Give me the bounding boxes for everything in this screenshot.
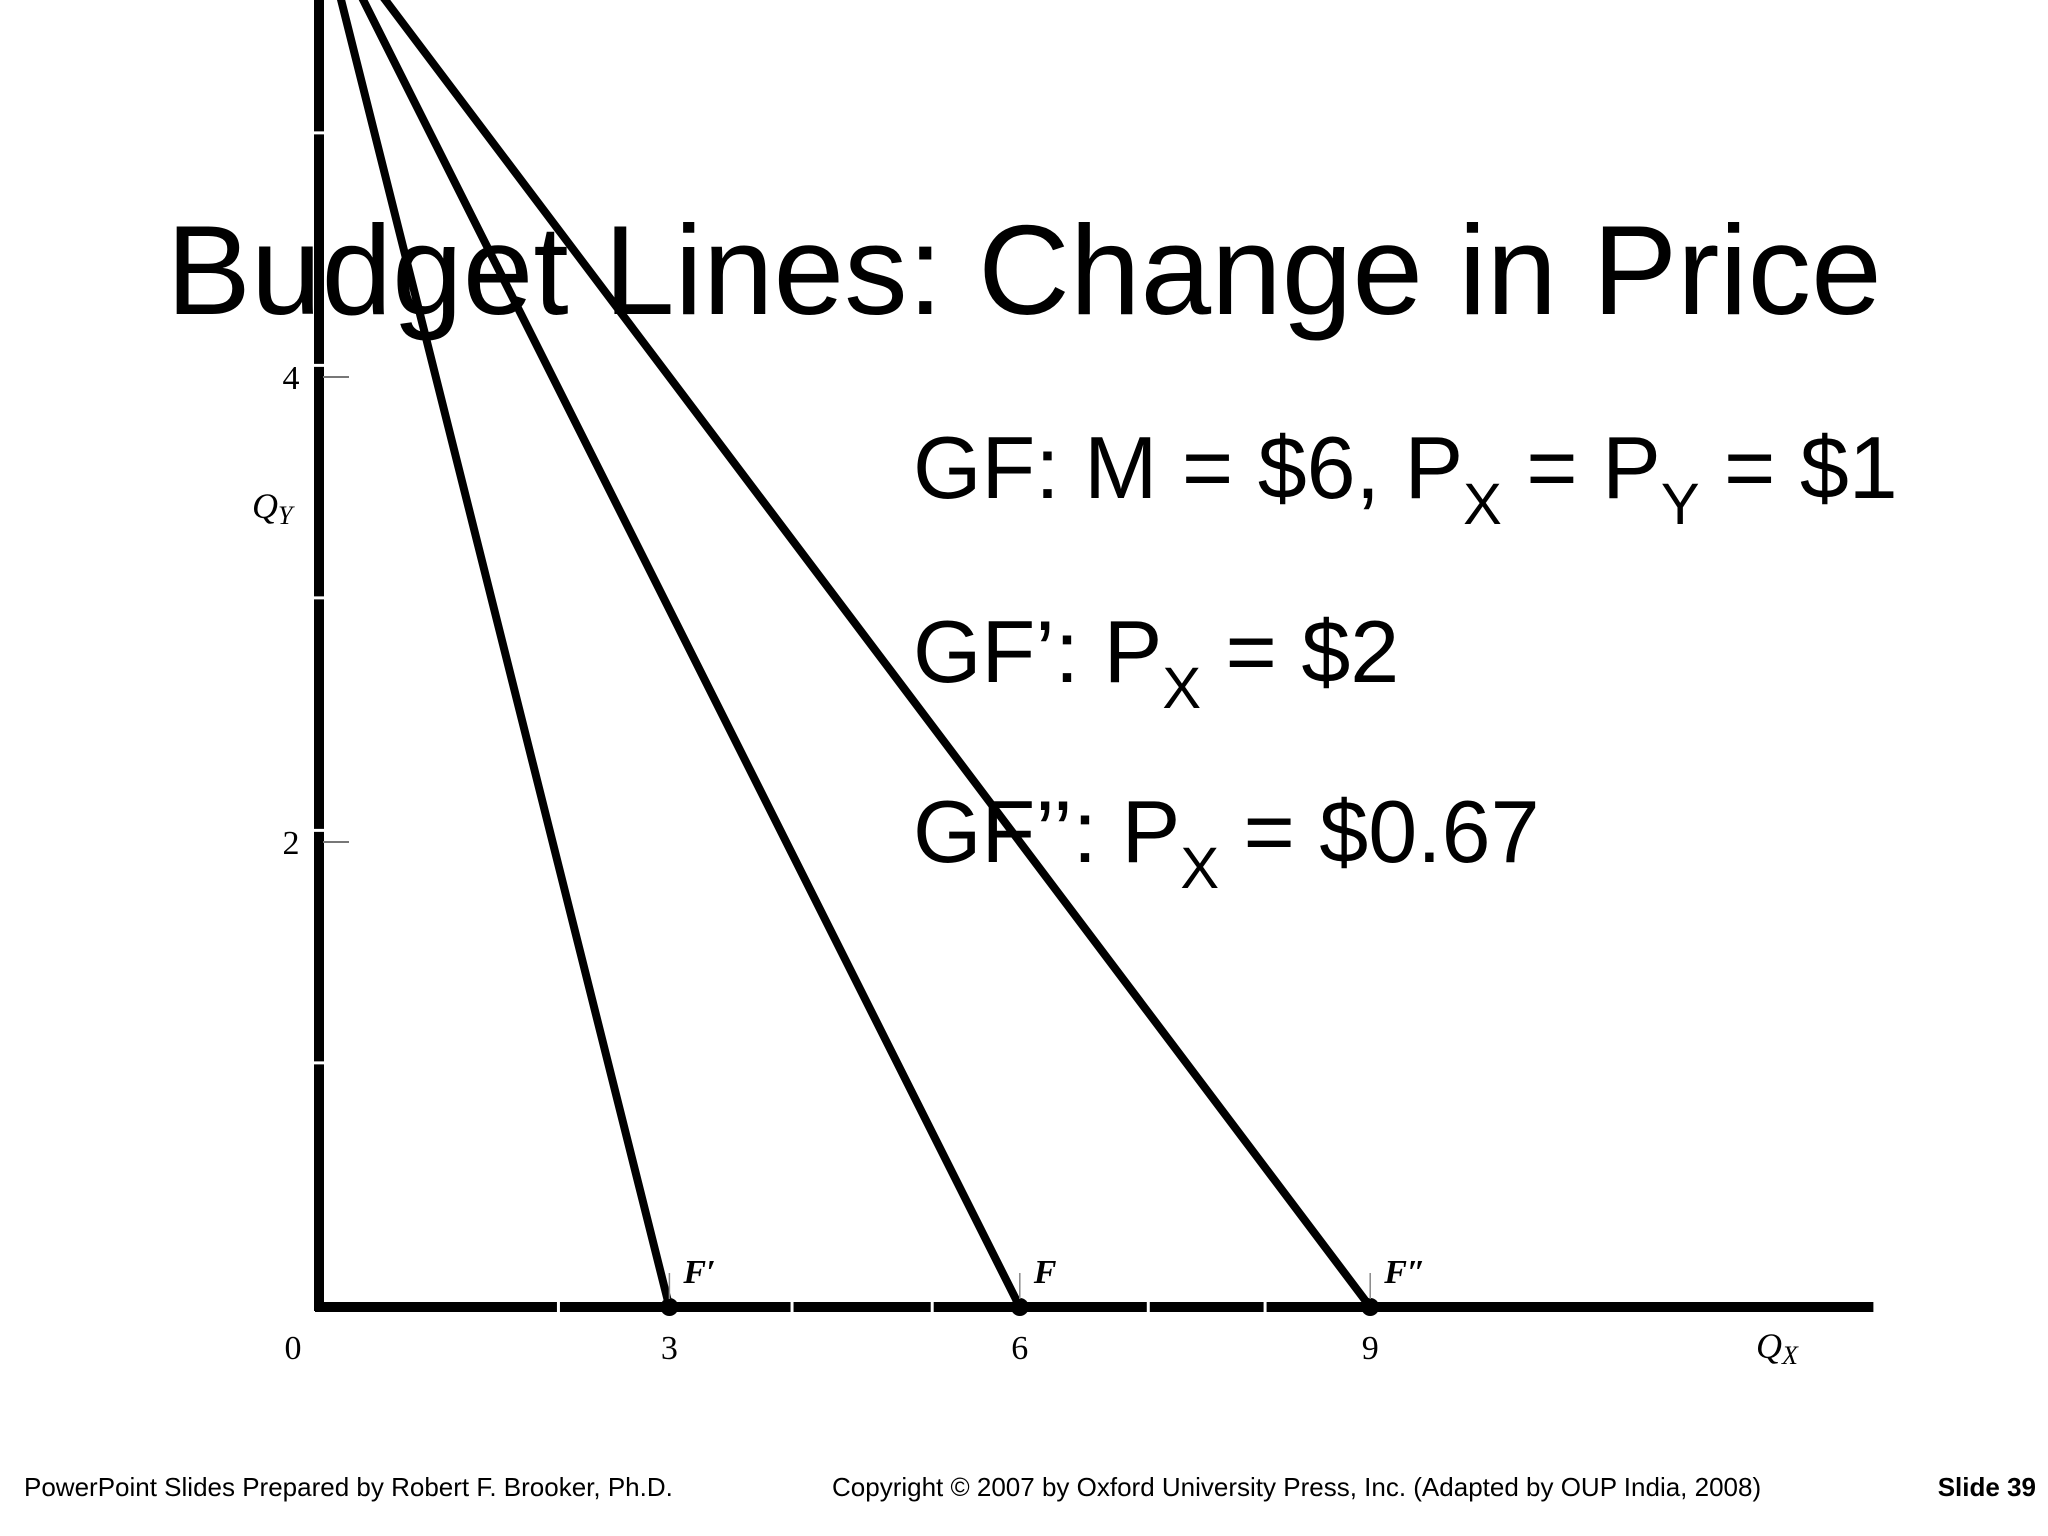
endpoint-marker [660,1298,679,1316]
y-tick-label: 2 [283,825,300,862]
equation-gf-prime: GF’: PX = $2 [913,602,1400,722]
x-tick-label: 3 [661,1330,678,1367]
y-axis-label: QY [252,486,295,530]
budget-line-1 [336,0,674,1311]
y-tick-label: 4 [283,360,300,397]
endpoint-label: F [1033,1254,1057,1291]
equation-gf: GF: M = $6, PX = PY = $1 [913,418,1898,538]
footer-copyright: Copyright © 2007 by Oxford University Pr… [832,1472,1762,1502]
x-axis-label: QX [1756,1326,1799,1370]
endpoint-label: F″ [1383,1254,1425,1291]
x-tick-label: 6 [1011,1330,1028,1367]
endpoint-marker [1010,1298,1029,1316]
footer-author: PowerPoint Slides Prepared by Robert F. … [24,1472,673,1502]
endpoint-marker [1361,1298,1380,1316]
origin-label: 0 [285,1330,302,1367]
x-tick-label: 9 [1362,1330,1379,1367]
endpoint-label: F′ [682,1254,715,1291]
budget-line-3 [380,0,1375,1311]
slide-title: Budget Lines: Change in Price [166,199,1882,341]
budget-line-2 [358,0,1024,1311]
equation-gf-double-prime: GF’’: PX = $0.67 [913,782,1540,902]
footer-slide-number: Slide 39 [1937,1472,2036,1502]
